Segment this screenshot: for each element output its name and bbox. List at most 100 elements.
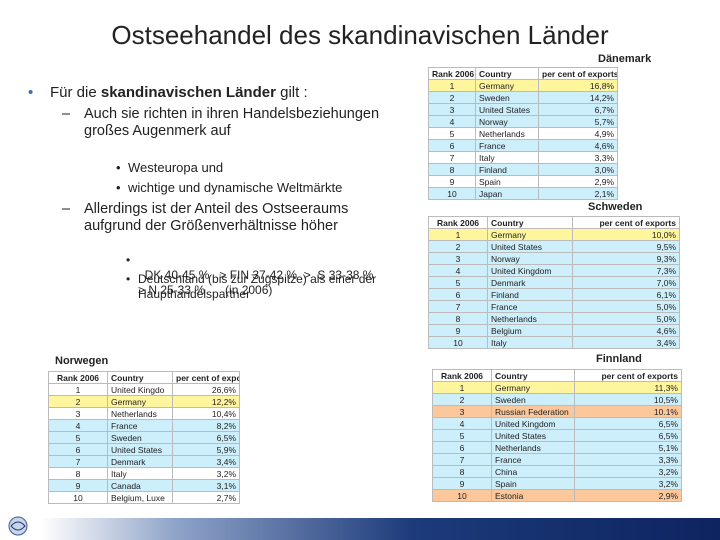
percent-cell: 5,9% (172, 443, 240, 456)
country-cell: Netherlands (475, 127, 539, 140)
country-cell: Sweden (491, 393, 575, 406)
data-table: Rank 2006 Country per cent of exports 1 Germ… (428, 216, 680, 349)
country-cell: Germany (107, 395, 173, 408)
country-cell: China (491, 465, 575, 478)
table-row: 8 Italy 3,2% (48, 467, 240, 480)
logo (8, 516, 28, 536)
country-cell: Italy (475, 151, 539, 164)
country-cell: United Kingdom (487, 264, 573, 277)
table-row: 3 Netherlands 10,4% (48, 407, 240, 420)
rank-cell: 6 (432, 441, 492, 454)
country-cell: Germany (487, 228, 573, 241)
rank-cell: 6 (428, 288, 488, 301)
rank-cell: 5 (428, 127, 476, 140)
table-row: 5 Denmark 7,0% (428, 276, 680, 289)
country-cell: Netherlands (487, 312, 573, 325)
percent-cell: 10,0% (572, 228, 680, 241)
percent-cell: 7,0% (572, 276, 680, 289)
text: wichtige und dynamische Weltmärkte (128, 180, 343, 195)
country-cell: United Kingdo (107, 383, 173, 396)
country-cell: Italy (487, 336, 573, 349)
table-row: 7 Denmark 3,4% (48, 455, 240, 468)
text-bold: skandinavischen Länder (100, 84, 276, 101)
text: DK 40-45 % > FIN 37-42 % > S 33-38 % > N… (138, 268, 391, 297)
text: Auch sie richten in ihren Handelsbeziehu… (84, 106, 380, 139)
country-cell: Germany (475, 79, 539, 92)
country-cell: United States (475, 103, 539, 116)
country-cell: Germany (491, 381, 575, 394)
country-cell: Russian Federation (491, 405, 575, 418)
country-cell: Netherlands (107, 407, 173, 420)
percent-cell: 8,2% (172, 419, 240, 432)
header-cell: Country (487, 216, 573, 229)
table-row: 5 United States 6,5% (432, 429, 682, 442)
percent-cell: 3,3% (538, 151, 618, 164)
table-row: 6 France 4,6% (428, 139, 618, 152)
table-row: 8 Finland 3,0% (428, 163, 618, 176)
sub-sub-bullet: • Westeuropa und (116, 160, 388, 175)
table-row: 2 Germany 12,2% (48, 395, 240, 408)
table-row: 6 Finland 6,1% (428, 288, 680, 301)
country-cell: Japan (475, 187, 539, 200)
percent-cell: 5,1% (574, 441, 682, 454)
rank-cell: 1 (428, 79, 476, 92)
percent-cell: 3,0% (538, 163, 618, 176)
text: Allerdings ist der Anteil des Ostseeraum… (84, 201, 349, 234)
table-row: 10 Belgium, Luxe 2,7% (48, 491, 240, 504)
percent-cell: 10.1% (574, 405, 682, 418)
percent-cell: 4,6% (538, 139, 618, 152)
country-cell: France (107, 419, 173, 432)
dash: – (62, 106, 71, 122)
country-cell: Belgium, Luxe (107, 491, 173, 504)
percent-cell: 2,9% (538, 175, 618, 188)
percent-cell: 9,5% (572, 240, 680, 253)
percent-cell: 4,9% (538, 127, 618, 140)
table-row: 10 Italy 3,4% (428, 336, 680, 349)
header-cell: per cent of exports (538, 67, 618, 80)
data-table: Rank 2006 Country per cent of exports 1 Germ… (432, 369, 682, 502)
rank-cell: 7 (432, 453, 492, 466)
percent-cell: 10,4% (172, 407, 240, 420)
logo-shape (10, 521, 26, 531)
country-cell: Canada (107, 479, 173, 492)
rank-cell: 9 (428, 324, 488, 337)
rank-cell: 3 (428, 103, 476, 116)
table-row: 1 Germany 10,0% (428, 228, 680, 241)
table-row: 2 Sweden 14,2% (428, 91, 618, 104)
country-cell: Spain (475, 175, 539, 188)
table-row: 7 Italy 3,3% (428, 151, 618, 164)
text: Für die (50, 84, 101, 101)
dot: • (126, 272, 131, 286)
header-cell: Country (107, 371, 173, 384)
percent-cell: 6,5% (574, 417, 682, 430)
sub-sub-bullet: • Deutschland (bis zur Zugspitze) als ei… (126, 272, 383, 302)
table-row: 3 Norway 9,3% (428, 252, 680, 265)
header-cell: per cent of exports (572, 216, 680, 229)
header-cell: Country (491, 369, 575, 382)
header-cell: Rank 2006 (48, 371, 108, 384)
table-row: 7 France 3,3% (432, 453, 682, 466)
percent-cell: 5,7% (538, 115, 618, 128)
percent-cell: 6,1% (572, 288, 680, 301)
rank-cell: 7 (428, 300, 488, 313)
slide-title: Ostseehandel des skandinavischen Länder (111, 20, 609, 50)
bullet-marker: • (28, 84, 34, 101)
table-row: 1 Germany 11,3% (432, 381, 682, 394)
text: gilt : (275, 84, 308, 101)
table-row: 8 Netherlands 5,0% (428, 312, 680, 325)
rank-cell: 2 (432, 393, 492, 406)
percent-cell: 2,7% (172, 491, 240, 504)
percent-cell: 14,2% (538, 91, 618, 104)
table-row: 2 Sweden 10,5% (432, 393, 682, 406)
rank-cell: 8 (432, 465, 492, 478)
country-cell: United States (491, 429, 575, 442)
rank-cell: 2 (48, 395, 108, 408)
header-cell: per cent of exports (172, 371, 240, 384)
percent-cell: 6,5% (574, 429, 682, 442)
percent-cell: 3,4% (172, 455, 240, 468)
percent-cell: 11,3% (574, 381, 682, 394)
rank-cell: 4 (428, 115, 476, 128)
